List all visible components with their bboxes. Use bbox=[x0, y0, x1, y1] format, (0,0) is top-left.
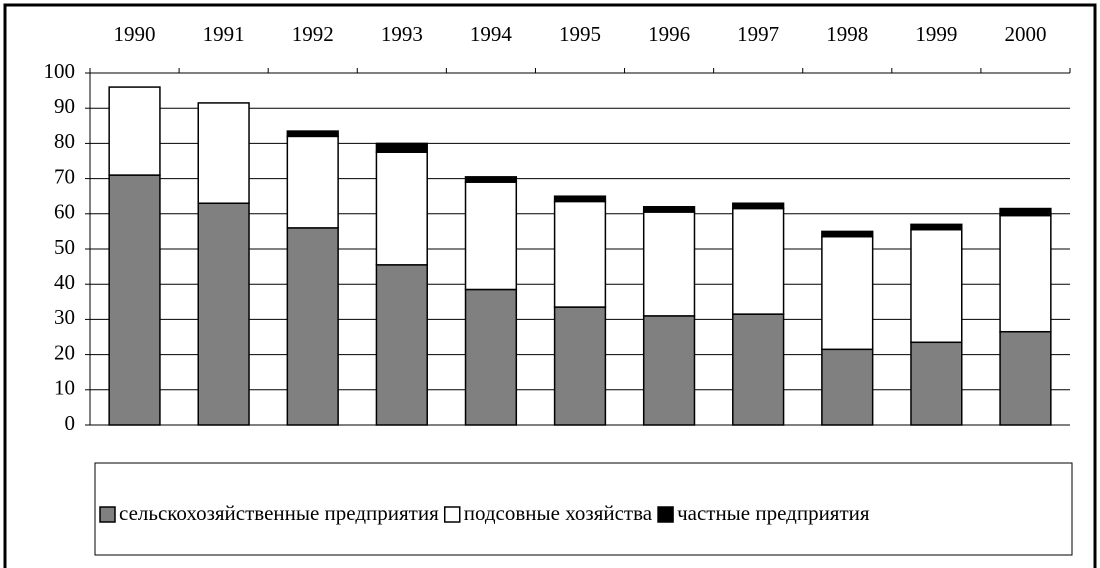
bar-segment bbox=[464, 288, 518, 426]
bar-segment bbox=[375, 142, 428, 153]
bar-segment bbox=[286, 227, 339, 426]
bar-segment bbox=[732, 313, 785, 426]
x-tick-label: 1995 bbox=[559, 22, 601, 46]
bar-segment bbox=[999, 214, 1052, 333]
bar-segment bbox=[286, 135, 339, 229]
bar-segment bbox=[553, 306, 607, 426]
legend-label: частные предприятия bbox=[677, 501, 870, 525]
y-tick-label: 80 bbox=[54, 129, 75, 153]
bar-segment bbox=[910, 341, 963, 426]
bar-segment bbox=[464, 176, 518, 183]
x-tick-label: 1991 bbox=[203, 22, 245, 46]
x-tick-label: 1992 bbox=[292, 22, 334, 46]
bar-segment bbox=[642, 315, 696, 426]
bar-segment bbox=[197, 102, 250, 204]
y-tick-label: 40 bbox=[54, 270, 75, 294]
bar-segment bbox=[732, 207, 785, 315]
legend-label: подсовные хозяйства bbox=[464, 501, 653, 525]
x-tick-label: 2000 bbox=[1004, 22, 1046, 46]
legend-swatch bbox=[657, 506, 674, 523]
y-tick-label: 70 bbox=[54, 164, 75, 188]
bar-segment bbox=[999, 207, 1052, 217]
bar-segment bbox=[375, 264, 428, 426]
bar-segment bbox=[910, 228, 963, 344]
y-tick-label: 50 bbox=[54, 235, 75, 259]
bar-segment bbox=[108, 86, 161, 176]
bar-segment bbox=[642, 206, 696, 213]
y-tick-label: 20 bbox=[54, 340, 75, 364]
y-tick-label: 10 bbox=[54, 376, 75, 400]
x-tick-label: 1994 bbox=[470, 22, 513, 46]
bar-segment bbox=[464, 181, 518, 291]
bar-segment bbox=[642, 211, 696, 317]
bar-segment bbox=[197, 202, 250, 426]
bar-segment bbox=[821, 235, 874, 351]
bar-segment bbox=[732, 202, 785, 210]
bar-segment bbox=[286, 130, 339, 138]
bar-segment bbox=[375, 151, 428, 266]
x-tick-label: 1999 bbox=[915, 22, 957, 46]
y-tick-label: 30 bbox=[54, 305, 75, 329]
bar-segment bbox=[553, 200, 607, 308]
legend-box bbox=[94, 462, 1073, 556]
x-tick-label: 1996 bbox=[648, 22, 690, 46]
x-tick-label: 1997 bbox=[737, 22, 779, 46]
legend-swatch bbox=[443, 506, 461, 523]
bar-segment bbox=[821, 230, 874, 238]
bar-segment bbox=[999, 330, 1052, 426]
legend-swatch bbox=[99, 506, 116, 523]
bar-segment bbox=[821, 348, 874, 426]
bar-segment bbox=[910, 223, 963, 231]
x-tick-label: 1998 bbox=[826, 22, 868, 46]
y-tick-label: 60 bbox=[54, 200, 75, 224]
bar-segment bbox=[553, 195, 607, 203]
frame bbox=[3, 3, 1097, 568]
x-tick-label: 1990 bbox=[114, 22, 156, 46]
legend-label: сельскохозяйственные предприятия bbox=[119, 501, 439, 525]
x-tick-label: 1993 bbox=[381, 22, 423, 46]
y-tick-label: 100 bbox=[44, 59, 76, 83]
y-tick-label: 90 bbox=[54, 94, 75, 118]
bar-segment bbox=[108, 174, 161, 426]
y-tick-label: 0 bbox=[65, 411, 76, 435]
